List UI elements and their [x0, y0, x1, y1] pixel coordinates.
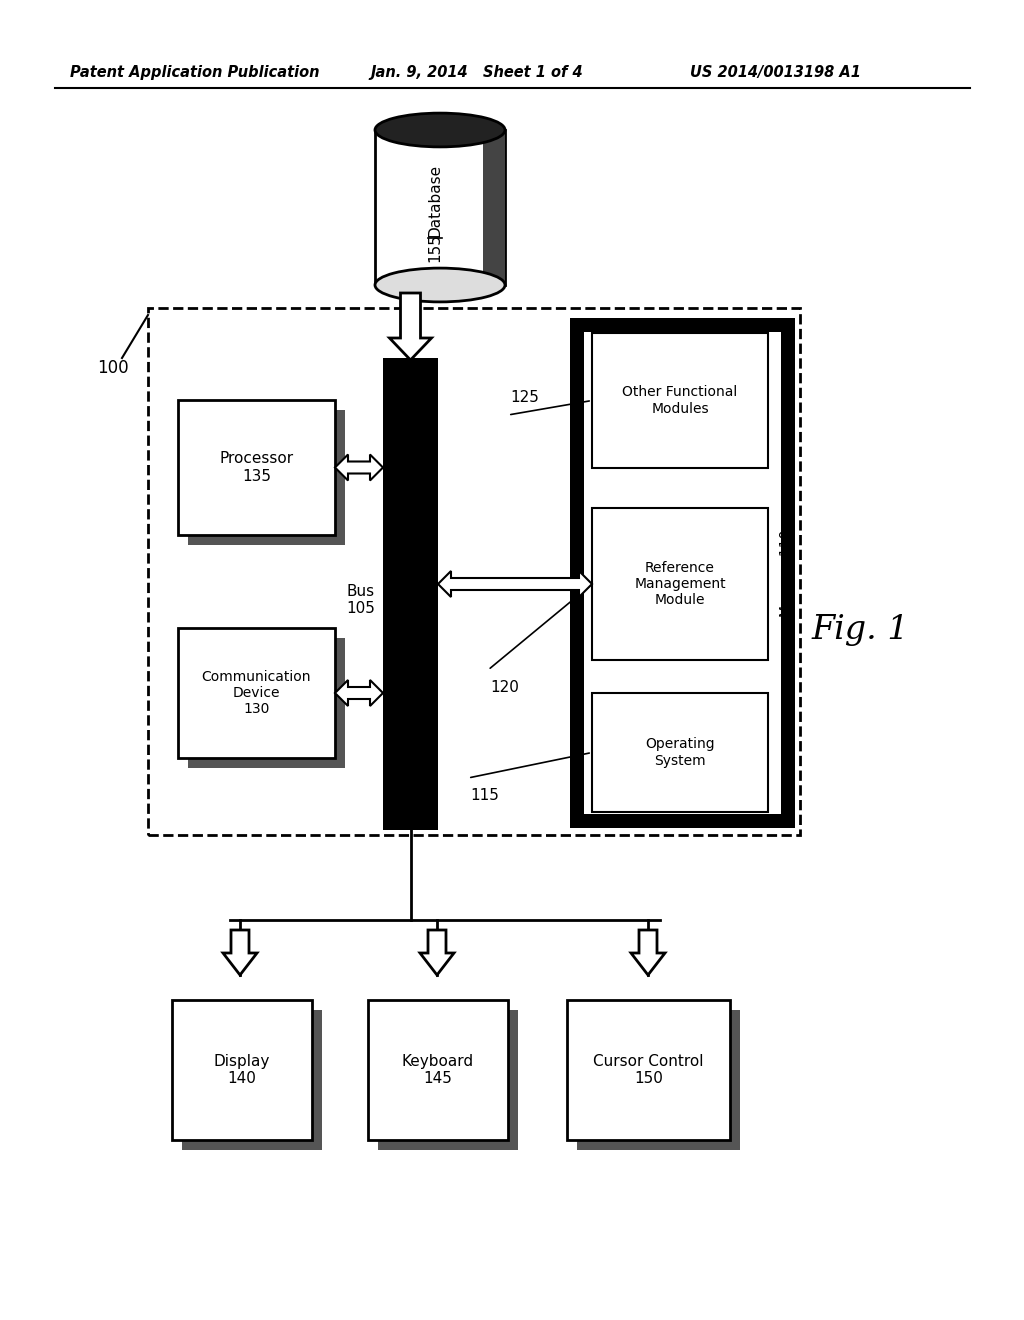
- Text: Patent Application Publication: Patent Application Publication: [70, 65, 319, 79]
- Polygon shape: [389, 293, 431, 360]
- Ellipse shape: [375, 114, 505, 147]
- Text: Jan. 9, 2014   Sheet 1 of 4: Jan. 9, 2014 Sheet 1 of 4: [370, 65, 583, 79]
- Text: Reference
Management
Module: Reference Management Module: [634, 561, 726, 607]
- Text: Operating
System: Operating System: [645, 738, 715, 768]
- Ellipse shape: [375, 268, 505, 302]
- Bar: [172, 1001, 312, 1140]
- Polygon shape: [631, 931, 665, 975]
- Text: Bus
105: Bus 105: [346, 583, 375, 616]
- Bar: [148, 308, 800, 836]
- Polygon shape: [438, 572, 592, 597]
- Text: Cursor Control
150: Cursor Control 150: [593, 1053, 703, 1086]
- Bar: [178, 400, 335, 535]
- Text: Database: Database: [427, 164, 442, 236]
- Polygon shape: [335, 454, 383, 480]
- Polygon shape: [223, 931, 257, 975]
- Bar: [188, 638, 345, 768]
- Text: Processor
135: Processor 135: [219, 451, 294, 483]
- Text: Keyboard
145: Keyboard 145: [402, 1053, 474, 1086]
- Text: Fig. 1: Fig. 1: [811, 614, 909, 645]
- Bar: [188, 411, 345, 545]
- Text: 155: 155: [427, 234, 442, 263]
- Text: Display
140: Display 140: [214, 1053, 270, 1086]
- Bar: [178, 628, 335, 758]
- Text: US 2014/0013198 A1: US 2014/0013198 A1: [690, 65, 861, 79]
- Bar: [592, 333, 768, 469]
- Bar: [592, 508, 768, 660]
- Bar: [577, 1010, 740, 1150]
- Text: 120: 120: [490, 681, 519, 696]
- Polygon shape: [420, 931, 454, 975]
- Bar: [182, 1010, 322, 1150]
- Text: Memory 110: Memory 110: [779, 529, 793, 616]
- Bar: [584, 333, 781, 814]
- Bar: [383, 358, 438, 830]
- Bar: [483, 129, 505, 285]
- Bar: [567, 1001, 730, 1140]
- Bar: [570, 318, 795, 828]
- Bar: [592, 693, 768, 812]
- Bar: [378, 1010, 518, 1150]
- Text: 125: 125: [510, 391, 539, 405]
- Text: Communication
Device
130: Communication Device 130: [202, 669, 311, 717]
- Text: 115: 115: [470, 788, 499, 803]
- Polygon shape: [335, 680, 383, 706]
- Bar: [375, 129, 505, 285]
- Text: 100: 100: [97, 359, 129, 378]
- Bar: [368, 1001, 508, 1140]
- Text: Other Functional
Modules: Other Functional Modules: [623, 385, 737, 416]
